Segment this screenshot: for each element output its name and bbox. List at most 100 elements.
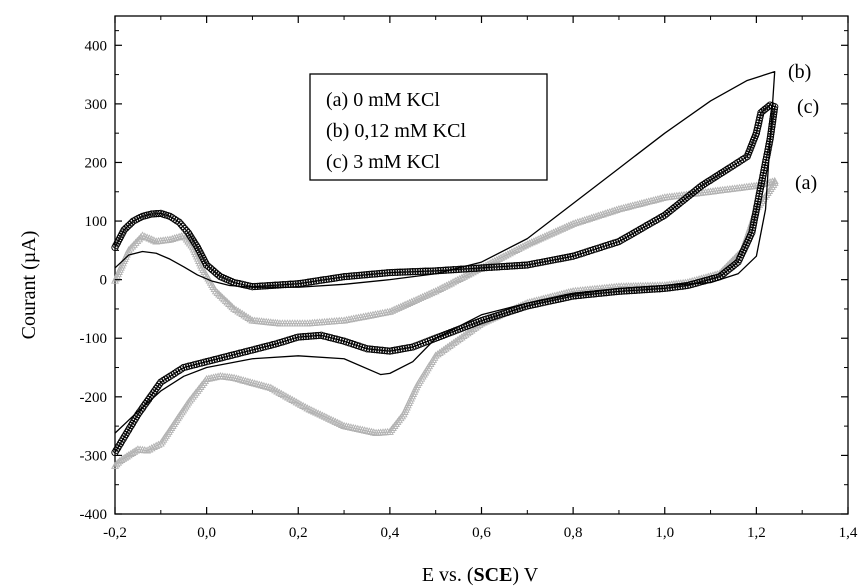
data-point [381,269,389,277]
data-point [758,174,767,182]
data-point [460,265,468,273]
data-point [766,132,775,141]
data-point [764,145,772,154]
data-point [671,283,679,291]
data-point [432,267,440,275]
data-point [750,216,758,224]
data-point [768,120,776,128]
data-point [766,178,775,186]
x-tick-label: 0,4 [381,525,400,541]
data-point [117,455,126,463]
data-point [369,428,378,436]
data-point [230,278,238,287]
data-point [353,271,361,280]
data-point [128,448,137,456]
data-point [214,372,223,380]
data-point [114,458,123,466]
data-point [355,271,363,280]
data-point [763,178,772,186]
data-point [274,281,282,289]
data-point [361,312,370,320]
data-point [342,272,351,281]
data-point [644,197,653,205]
curve-label-a: (a) [795,172,817,194]
data-point [193,386,202,394]
data-point [354,313,363,321]
data-point [396,268,404,276]
data-point [758,177,766,185]
curve-label-c: (c) [797,96,819,118]
data-point [752,129,761,137]
data-point [577,291,585,299]
data-point [207,373,216,382]
data-point [759,171,767,180]
data-point [528,260,537,268]
data-point [574,291,582,300]
data-point [566,292,575,301]
x-tick-label: -0,2 [103,525,127,541]
data-point [179,222,187,231]
data-point [330,274,338,282]
data-point [220,295,229,303]
data-point [554,295,562,304]
data-point [749,221,757,229]
data-point [475,264,483,272]
data-point [424,267,432,275]
data-point [130,447,139,455]
data-point [297,279,305,288]
data-point [752,208,760,216]
data-point [276,281,285,289]
data-point [258,282,267,290]
data-point [750,218,758,227]
x-tick-label: 0,0 [197,525,216,541]
data-point [564,293,572,301]
data-point [391,346,399,354]
data-point [549,256,557,264]
data-point [684,281,692,290]
data-point [376,269,384,278]
data-point [578,216,587,224]
data-point [172,233,181,241]
data-point [253,379,261,388]
data-point [756,187,764,195]
data-point [264,383,273,391]
y-tick-label: -100 [80,331,108,347]
data-point [262,382,271,390]
data-point [248,378,257,386]
data-point [531,300,539,309]
data-point [493,263,501,271]
data-point [221,296,230,304]
data-point [372,428,381,436]
data-point [538,258,547,266]
data-point [294,280,302,288]
data-point [264,282,272,290]
x-axis-title-prefix: E vs. ( [422,564,474,586]
data-point [628,201,637,209]
data-point [603,208,612,216]
data-point [325,275,333,283]
data-point [216,291,225,300]
data-point [122,452,131,460]
data-point [312,277,320,285]
data-point [152,210,160,218]
data-point [587,290,595,298]
data-point [373,309,382,318]
data-point [556,255,565,263]
data-point [767,130,775,138]
data-point [589,213,598,221]
data-point [651,195,660,203]
data-point [592,212,600,220]
data-point [576,217,584,225]
data-point [363,271,371,279]
data-point [755,116,763,125]
data-point [645,285,654,294]
data-point [124,246,133,254]
data-point [523,261,531,269]
data-point [770,108,778,116]
data-point [299,333,307,341]
data-point [132,446,141,454]
data-point [213,288,222,296]
data-point [112,460,121,468]
data-point [259,381,268,390]
